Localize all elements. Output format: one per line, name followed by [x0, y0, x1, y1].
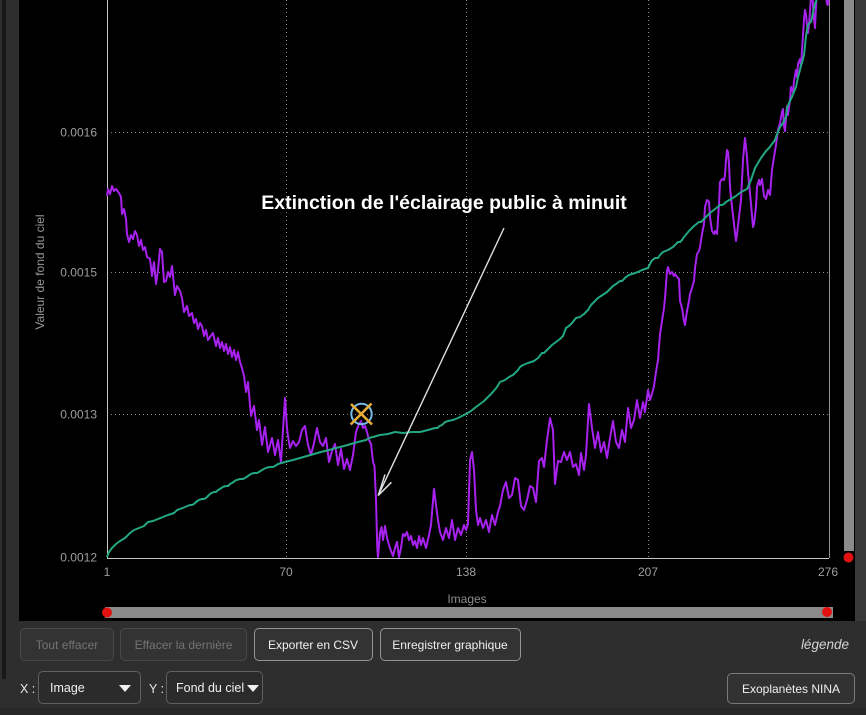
svg-text:0.0016: 0.0016 — [60, 126, 97, 140]
svg-text:276: 276 — [818, 565, 838, 579]
svg-text:0.0015: 0.0015 — [60, 266, 97, 280]
svg-text:Images: Images — [447, 592, 486, 606]
svg-text:138: 138 — [456, 565, 476, 579]
svg-text:Valeur de fond du ciel: Valeur de fond du ciel — [33, 214, 47, 329]
svg-text:0.0012: 0.0012 — [60, 551, 97, 565]
svg-text:207: 207 — [638, 565, 658, 579]
svg-text:Extinction de l'éclairage publ: Extinction de l'éclairage public à minui… — [261, 192, 627, 214]
svg-text:1: 1 — [104, 565, 111, 579]
svg-text:0.0013: 0.0013 — [60, 408, 97, 422]
svg-text:70: 70 — [279, 565, 293, 579]
svg-text:légende: légende — [801, 637, 849, 652]
